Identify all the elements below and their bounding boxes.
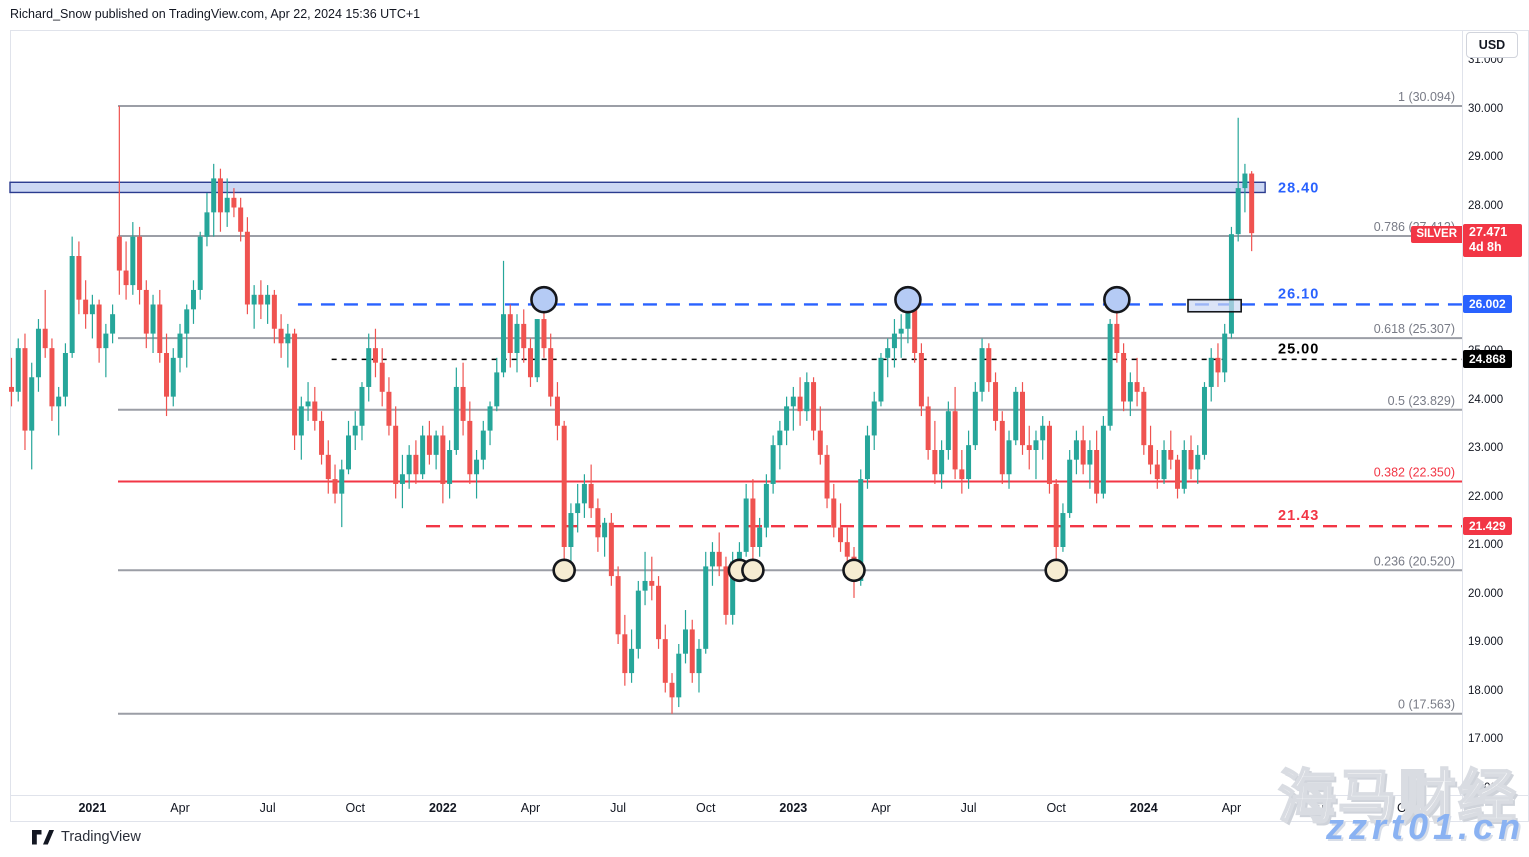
pane-border-bottom xyxy=(10,821,1529,822)
fib-label-0: 0 (17.563) xyxy=(1398,698,1455,712)
time-label-Apr: Apr xyxy=(1221,801,1242,815)
price-tick-21: 21.000 xyxy=(1468,539,1504,551)
currency-button[interactable]: USD xyxy=(1466,32,1518,58)
axis-badge-level-21429: 21.429 xyxy=(1463,517,1512,536)
time-label-2021: 2021 xyxy=(78,801,107,815)
price-tick-20: 20.000 xyxy=(1468,587,1504,600)
fib-label-0.236: 0.236 (20.520) xyxy=(1374,554,1455,568)
price-axis-separator xyxy=(1462,30,1463,822)
price-tick-28: 28.000 xyxy=(1468,199,1504,212)
fib-label-0.5: 0.5 (23.829) xyxy=(1388,394,1455,408)
fib-label-0.382: 0.382 (22.350) xyxy=(1374,466,1455,480)
time-label-Jul: Jul xyxy=(1311,801,1328,815)
time-label-Oct: Oct xyxy=(1396,801,1417,815)
time-label-Jul: Jul xyxy=(610,801,627,815)
cream-circle-marker[interactable] xyxy=(741,558,765,583)
last-price-value: 27.471 xyxy=(1469,225,1508,239)
price-tick-24: 24.000 xyxy=(1468,393,1504,406)
attribution-text: Richard_Snow published on TradingView.co… xyxy=(10,7,421,21)
time-label-Oct: Oct xyxy=(345,801,365,815)
price-tick-19: 19.000 xyxy=(1468,636,1504,648)
price-tick-30: 30.000 xyxy=(1468,102,1504,115)
tradingview-attribution[interactable]: TradingView xyxy=(32,829,141,845)
axis-badge-level-24868: 24.868 xyxy=(1463,350,1512,369)
time-label-2023: 2023 xyxy=(779,801,808,815)
time-label-Apr: Apr xyxy=(871,801,891,815)
supply-band-28-40[interactable] xyxy=(9,181,1266,194)
cream-circle-marker[interactable] xyxy=(842,558,866,583)
blue-circle-marker[interactable] xyxy=(530,285,558,314)
tradingview-logo-text: TradingView xyxy=(61,829,141,845)
level-label-26.10: 26.10 xyxy=(1278,286,1319,302)
pane-border-top xyxy=(10,30,1529,31)
level-label-25.00: 25.00 xyxy=(1278,341,1319,357)
time-label-Apr: Apr xyxy=(170,801,190,815)
time-label-Jul: Jul xyxy=(259,801,276,815)
time-axis-separator xyxy=(10,795,1529,796)
time-label-Oct: Oct xyxy=(695,801,716,815)
currency-label: USD xyxy=(1478,38,1506,52)
blue-circle-marker[interactable] xyxy=(1103,285,1131,314)
price-tick-22: 22.000 xyxy=(1468,490,1504,503)
fib-label-1: 1 (30.094) xyxy=(1398,90,1455,104)
level-label-21.43: 21.43 xyxy=(1278,508,1319,524)
price-tick-23: 23.000 xyxy=(1468,442,1504,454)
symbol-badge: SILVER xyxy=(1411,226,1462,243)
fib-label-0.618: 0.618 (25.307) xyxy=(1374,322,1455,336)
price-tick-18: 18.000 xyxy=(1468,684,1504,697)
time-label-2024: 2024 xyxy=(1129,801,1158,815)
tradingview-logo-icon xyxy=(32,829,54,844)
price-tick-17: 17.000 xyxy=(1468,733,1504,745)
price-tick-16: 16.000 xyxy=(1468,781,1504,794)
breakout-box[interactable] xyxy=(1187,298,1242,313)
blue-circle-marker[interactable] xyxy=(894,285,922,314)
cream-circle-marker[interactable] xyxy=(552,558,576,583)
price-tick-29: 29.000 xyxy=(1468,151,1504,163)
last-price-badge: 27.471 4d 8h xyxy=(1463,224,1522,257)
cream-circle-marker[interactable] xyxy=(1044,558,1068,583)
time-label-Apr: Apr xyxy=(520,801,541,815)
axis-badge-level-26002: 26.002 xyxy=(1463,295,1512,314)
pane-border-left xyxy=(10,30,11,822)
candles xyxy=(9,106,1255,714)
level-label-28.40: 28.40 xyxy=(1278,180,1319,196)
time-label-Jul: Jul xyxy=(960,801,977,815)
time-label-Oct: Oct xyxy=(1046,801,1066,815)
time-label-2022: 2022 xyxy=(428,801,457,815)
bar-countdown: 4d 8h xyxy=(1469,240,1502,254)
